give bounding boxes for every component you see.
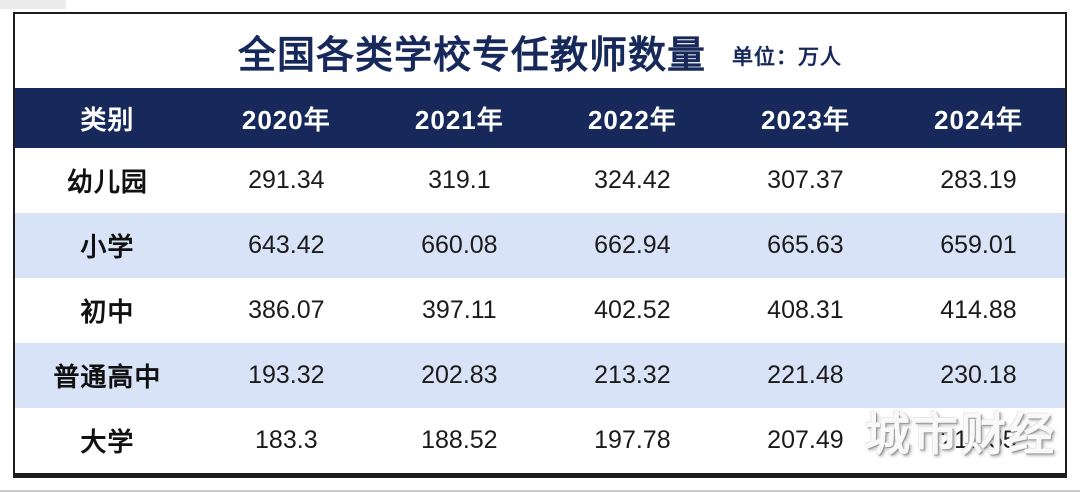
bottom-edge-line [0, 490, 1080, 492]
header-cell-year: 2023年 [760, 104, 850, 135]
table-body: 幼儿园 291.34 319.1 324.42 307.37 283.19 小学 643.42… [15, 148, 1065, 473]
table-row: 小学 643.42 660.08 662.94 665.63 659.01 [15, 213, 1065, 278]
header-row: 类别 2020年 2021年 2022年 2023年 2024年 [15, 88, 1065, 148]
value-cell: 408.31 [767, 296, 844, 324]
teachers-table: 类别 2020年 2021年 2022年 2023年 2024年 幼儿园 291.34 319… [15, 88, 1065, 473]
table-card: 全国各类学校专任教师数量 单位：万人 类别 2020年 2021年 2022年 2023… [13, 12, 1067, 478]
header-cell-category: 类别 [80, 104, 135, 135]
value-cell: 659.01 [940, 231, 1017, 259]
header-cell-year: 2021年 [414, 104, 504, 135]
value-cell: 283.19 [940, 166, 1017, 194]
value-cell: 397.11 [422, 296, 497, 324]
value-cell: 213.32 [594, 361, 671, 389]
value-cell: 193.32 [248, 361, 325, 389]
value-cell: 207.49 [767, 426, 844, 454]
unit-label: 单位：万人 [732, 46, 842, 69]
table-row: 普通高中 193.32 202.83 213.32 221.48 230.18 [15, 343, 1065, 408]
value-cell: 662.94 [594, 231, 671, 259]
value-cell: 221.48 [767, 361, 844, 389]
header-cell-year: 2024年 [934, 104, 1023, 135]
table-row: 幼儿园 291.34 319.1 324.42 307.37 283.19 [15, 148, 1065, 213]
value-cell: 386.07 [248, 296, 325, 324]
value-cell: 319.1 [428, 166, 491, 194]
row-label: 普通高中 [53, 362, 162, 392]
header-cell-year: 2022年 [587, 104, 677, 135]
value-cell: 324.42 [594, 166, 671, 194]
row-label: 大学 [80, 427, 135, 457]
page-title: 全国各类学校专任教师数量 [237, 34, 706, 77]
value-cell: 307.37 [767, 166, 844, 194]
table-header: 类别 2020年 2021年 2022年 2023年 2024年 [15, 88, 1065, 148]
row-label: 小学 [80, 232, 135, 262]
header-cell-year: 2020年 [241, 104, 331, 135]
value-cell: 202.83 [421, 361, 498, 389]
value-cell: 217.55 [940, 426, 1017, 454]
value-cell: 188.52 [421, 426, 498, 454]
value-cell: 291.34 [248, 166, 325, 194]
value-cell: 183.3 [255, 426, 318, 454]
value-cell: 402.52 [594, 296, 671, 324]
title-row: 全国各类学校专任教师数量 单位：万人 [15, 14, 1065, 88]
table-row: 大学 183.3 188.52 197.78 207.49 217.55 [15, 408, 1065, 473]
value-cell: 660.08 [421, 231, 498, 259]
row-label: 幼儿园 [66, 167, 148, 197]
value-cell: 665.63 [767, 231, 844, 259]
value-cell: 230.18 [940, 361, 1017, 389]
table-row: 初中 386.07 397.11 402.52 408.31 414.88 [15, 278, 1065, 343]
row-label: 初中 [80, 297, 135, 327]
value-cell: 414.88 [940, 296, 1017, 324]
value-cell: 197.78 [594, 426, 671, 454]
corner-artifact [0, 0, 66, 9]
value-cell: 643.42 [248, 231, 325, 259]
